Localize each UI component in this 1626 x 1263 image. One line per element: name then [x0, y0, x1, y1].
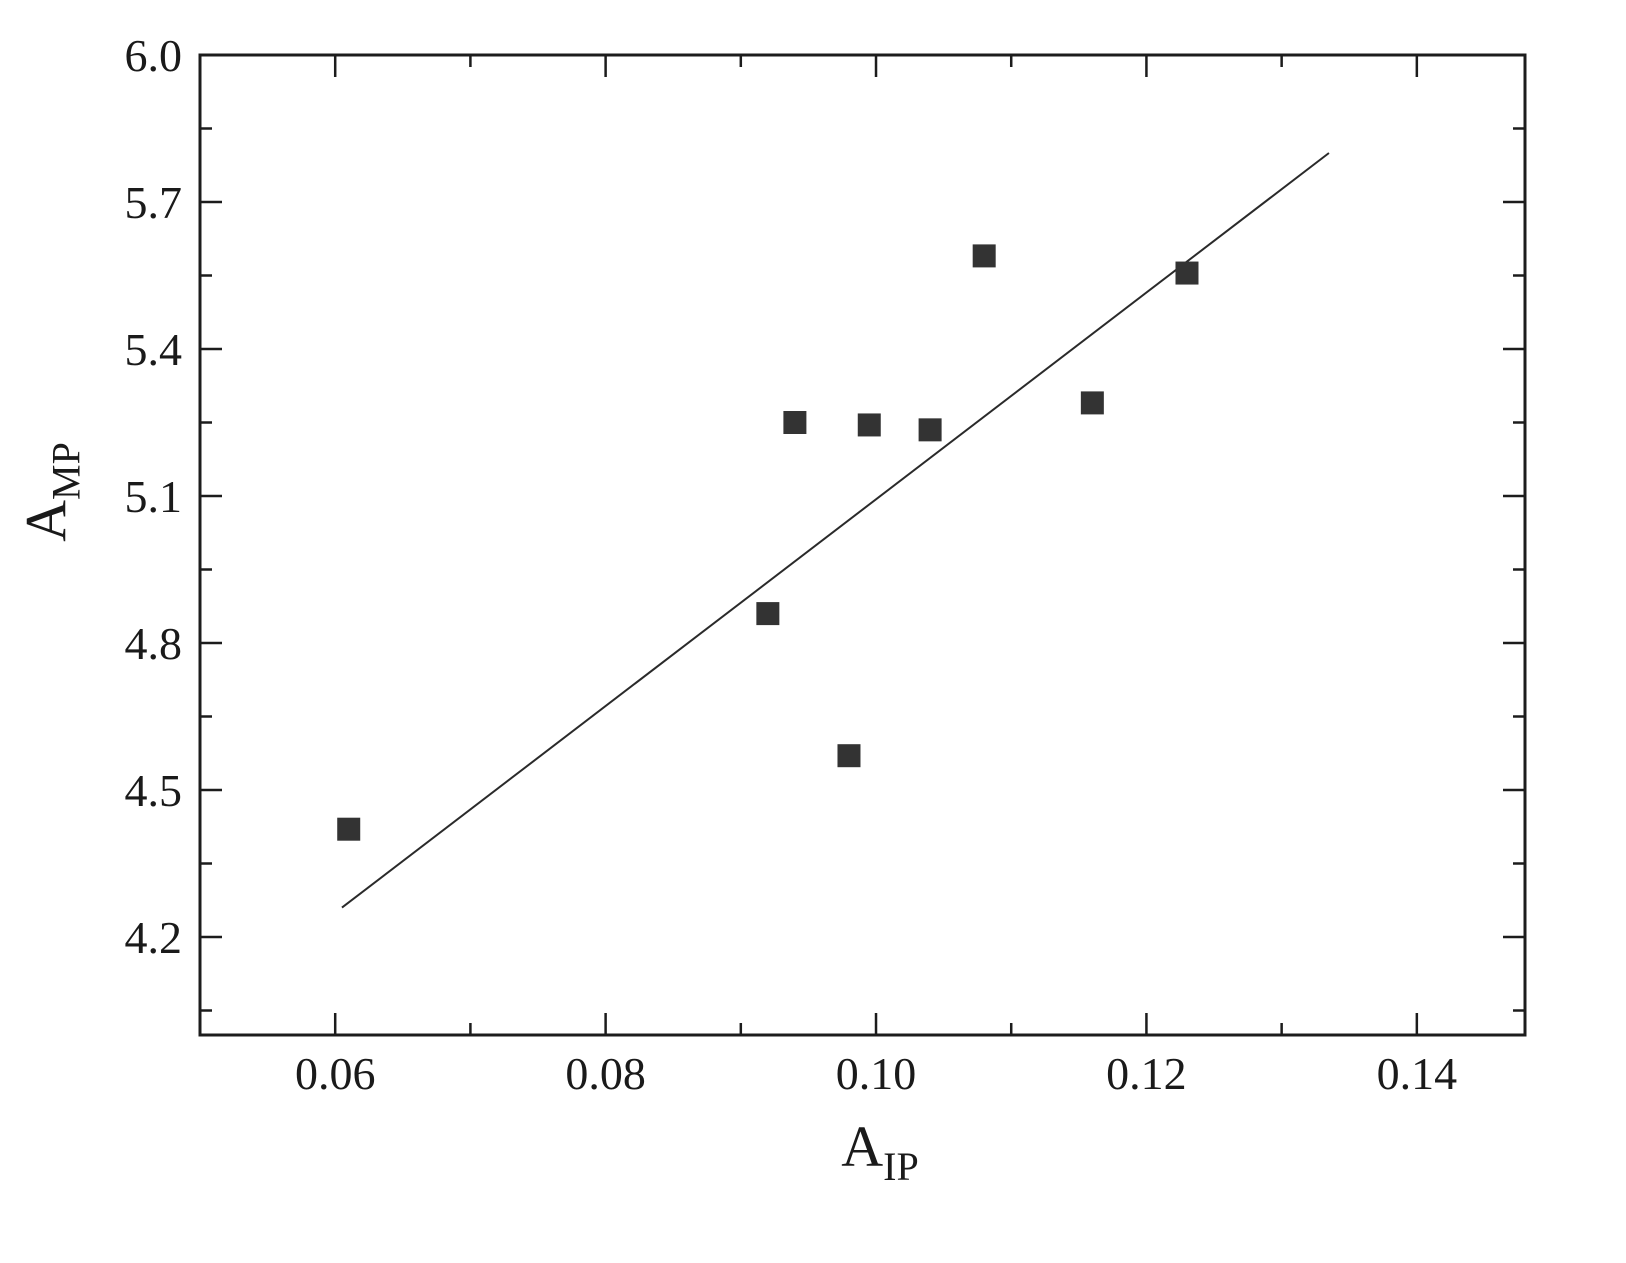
y-tick-label: 5.4: [125, 324, 183, 375]
x-tick-label: 0.14: [1377, 1048, 1458, 1099]
x-tick-label: 0.12: [1106, 1048, 1187, 1099]
plot-frame: [198, 53, 1527, 1037]
y-tick-label: 6.0: [125, 30, 183, 81]
data-point: [783, 411, 807, 434]
data-point: [972, 244, 996, 268]
y-tick-label: 5.7: [125, 177, 183, 228]
y-axis-title-sub: MP: [43, 442, 89, 500]
data-point: [857, 413, 881, 437]
x-tick-label: 0.10: [836, 1048, 917, 1099]
data-point: [337, 817, 361, 841]
data-point: [1080, 391, 1104, 415]
x-tick-label: 0.08: [565, 1048, 646, 1099]
data-point: [756, 602, 780, 626]
data-point: [837, 744, 861, 768]
x-axis-title-main: A: [841, 1114, 884, 1179]
y-tick-label: 5.1: [125, 471, 183, 522]
data-point: [1175, 261, 1199, 285]
x-axis-title-sub: IP: [883, 1144, 919, 1189]
y-tick-label: 4.2: [125, 912, 183, 963]
fit-line: [341, 152, 1330, 909]
y-tick-label: 4.5: [125, 765, 183, 816]
y-axis-title-main: A: [13, 499, 79, 542]
x-axis-title: AIP: [841, 1118, 918, 1187]
y-tick-label: 4.8: [125, 618, 183, 669]
data-point: [918, 418, 942, 442]
y-axis-title: AMP: [14, 442, 89, 542]
x-tick-label: 0.06: [295, 1048, 376, 1099]
